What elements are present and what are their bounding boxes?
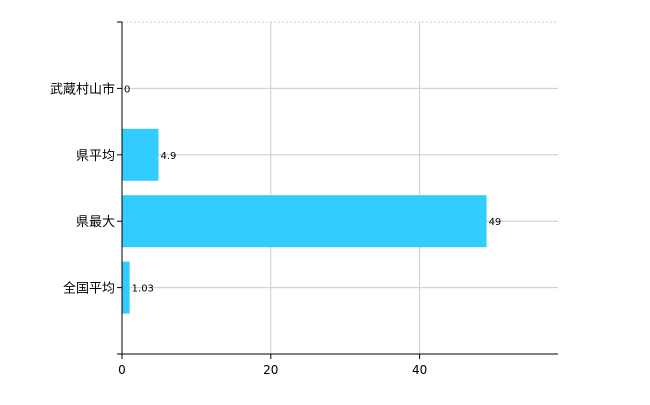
grid-layer xyxy=(122,21,558,354)
x-tick-label-0: 0 xyxy=(118,363,126,377)
category-label-2: 県最大 xyxy=(76,215,115,230)
axis-layer xyxy=(117,21,558,359)
data-label-0: 0 xyxy=(124,84,130,95)
category-label-3: 全国平均 xyxy=(63,281,115,297)
label-layer: 0 20 40 武蔵村山市 0 県平均 4.9 県最大 49 全国平均 1.03 xyxy=(50,81,501,377)
x-tick-label-1: 20 xyxy=(263,363,278,377)
category-label-0: 武蔵村山市 xyxy=(50,81,115,97)
data-label-1: 4.9 xyxy=(160,151,176,162)
data-label-3: 1.03 xyxy=(132,284,154,295)
x-tick-label-2: 40 xyxy=(412,363,427,377)
bar-layer xyxy=(122,128,487,314)
bar-3 xyxy=(122,261,130,314)
bar-1 xyxy=(122,128,159,181)
category-label-1: 県平均 xyxy=(76,149,115,164)
data-label-2: 49 xyxy=(489,217,502,228)
bar-2 xyxy=(122,195,487,248)
